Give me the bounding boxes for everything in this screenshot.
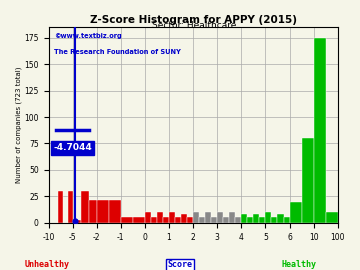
Bar	[68, 191, 73, 223]
Bar	[81, 191, 89, 223]
Bar	[235, 218, 241, 223]
Bar	[253, 214, 260, 223]
Bar	[326, 212, 338, 223]
Text: Unhealthy: Unhealthy	[24, 260, 69, 269]
Bar	[211, 218, 217, 223]
Bar	[121, 218, 133, 223]
Bar	[181, 214, 187, 223]
Bar	[73, 220, 81, 223]
Bar	[58, 191, 63, 223]
Bar	[157, 212, 163, 223]
Y-axis label: Number of companies (723 total): Number of companies (723 total)	[15, 67, 22, 183]
Bar	[163, 218, 169, 223]
Bar	[314, 38, 326, 223]
Text: ©www.textbiz.org: ©www.textbiz.org	[54, 33, 122, 39]
Bar	[133, 218, 145, 223]
Text: -4.7044: -4.7044	[53, 143, 92, 153]
Bar	[175, 218, 181, 223]
Bar	[260, 218, 265, 223]
Bar	[302, 138, 314, 223]
Bar	[229, 212, 235, 223]
Bar	[278, 214, 284, 223]
Bar	[223, 218, 229, 223]
Text: Healthy: Healthy	[281, 260, 316, 269]
Bar	[289, 202, 302, 223]
Bar	[217, 212, 223, 223]
Bar	[247, 218, 253, 223]
Bar	[284, 218, 289, 223]
Bar	[193, 212, 199, 223]
Bar	[199, 218, 205, 223]
Bar	[145, 212, 151, 223]
Bar	[109, 200, 121, 223]
Bar	[89, 200, 97, 223]
Text: Sector: Healthcare: Sector: Healthcare	[152, 21, 237, 30]
Bar	[271, 218, 278, 223]
Bar	[241, 214, 247, 223]
Bar	[265, 212, 271, 223]
Text: Score: Score	[167, 260, 193, 269]
Bar	[205, 212, 211, 223]
Title: Z-Score Histogram for APPY (2015): Z-Score Histogram for APPY (2015)	[90, 15, 297, 25]
Bar	[187, 218, 193, 223]
Bar	[151, 218, 157, 223]
Text: The Research Foundation of SUNY: The Research Foundation of SUNY	[54, 49, 181, 55]
Bar	[169, 212, 175, 223]
Bar	[97, 200, 109, 223]
